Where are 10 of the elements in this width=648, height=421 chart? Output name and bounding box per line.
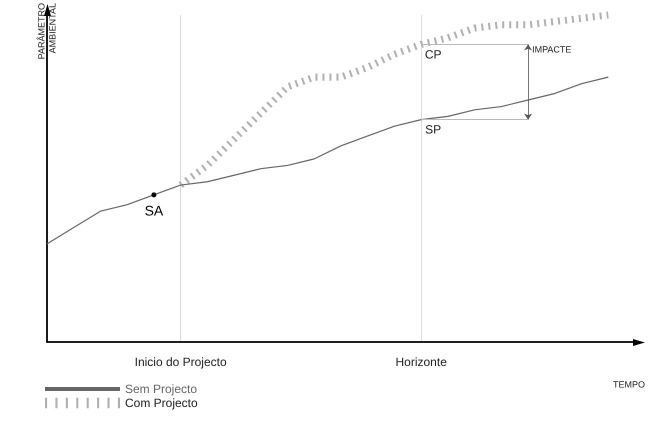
x-tick-label: Inicio do Projecto	[134, 355, 227, 369]
legend-label: Com Projecto	[125, 396, 198, 410]
annotation: SA	[144, 202, 164, 218]
text: Sem Projecto	[125, 382, 198, 396]
x-tick-label: Horizonte	[396, 355, 448, 369]
annotation: CP	[424, 47, 442, 62]
annotation: IMPACTE	[532, 44, 572, 54]
annotation: SP	[425, 122, 442, 137]
x-axis-title: TEMPO	[613, 380, 646, 390]
y-axis-title: PARÂMETRO AMBIENTAL	[36, 3, 58, 60]
